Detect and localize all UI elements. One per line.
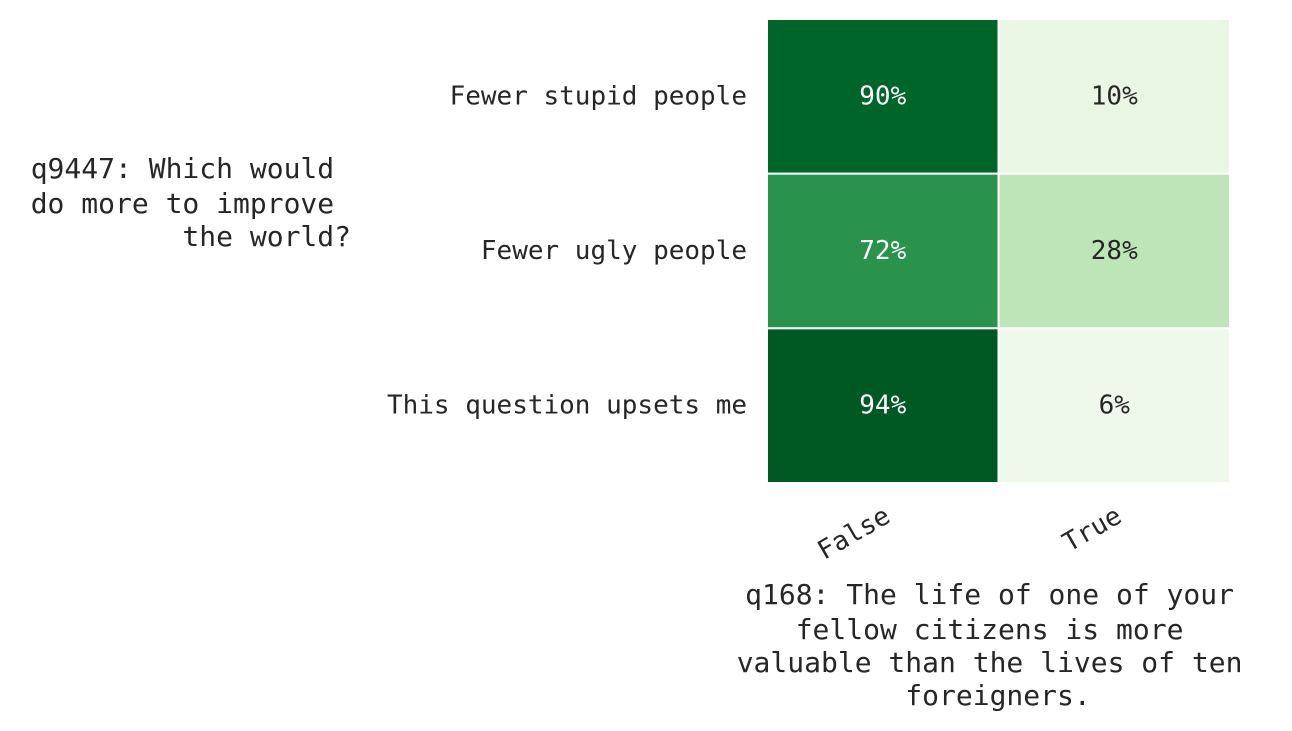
heatmap-cell-label: 90% xyxy=(859,81,906,111)
heatmap-cells xyxy=(766,18,1231,485)
heatmap-cell-label: 28% xyxy=(1091,236,1138,266)
heatmap-cell xyxy=(997,18,1231,175)
row-tick-label: This question upsets me xyxy=(387,391,747,421)
heatmap-cell-labels: 90% 10% 72% 28% 94% 6% xyxy=(859,81,1138,420)
heatmap-cell xyxy=(766,18,1000,175)
row-tick-labels: Fewer stupid people Fewer ugly people This… xyxy=(387,81,747,420)
heatmap-cell-label: 72% xyxy=(859,236,906,266)
x-axis-label-line: q168: The life of one of your xyxy=(745,578,1234,611)
row-tick-label: Fewer stupid people xyxy=(450,81,747,111)
y-axis-label: q9447: Which would do more to improve th… xyxy=(31,152,351,253)
heatmap-cell xyxy=(766,327,1000,485)
column-tick-labels: False True xyxy=(813,501,1127,566)
x-axis-label: q168: The life of one of your fellow cit… xyxy=(737,578,1260,712)
heatmap-cell xyxy=(997,172,1231,330)
row-tick-label: Fewer ugly people xyxy=(481,236,747,266)
y-axis-label-line: do more to improve xyxy=(31,187,334,220)
heatmap-cell-label: 10% xyxy=(1091,81,1138,111)
x-axis-label-line: foreigners. xyxy=(905,679,1090,712)
x-axis-label-line: valuable than the lives of ten xyxy=(737,646,1243,679)
heatmap-cell-label: 94% xyxy=(859,391,906,421)
x-axis-label-line: fellow citizens is more xyxy=(796,613,1184,646)
y-axis-label-line: the world? xyxy=(182,220,351,253)
heatmap-cell-label: 6% xyxy=(1099,391,1131,421)
y-axis-label-line: q9447: Which would xyxy=(31,152,334,185)
column-tick-label: False xyxy=(813,501,896,566)
heatmap-cell xyxy=(766,172,1000,330)
column-tick-label: True xyxy=(1058,501,1127,558)
heatmap-cell xyxy=(997,327,1231,485)
